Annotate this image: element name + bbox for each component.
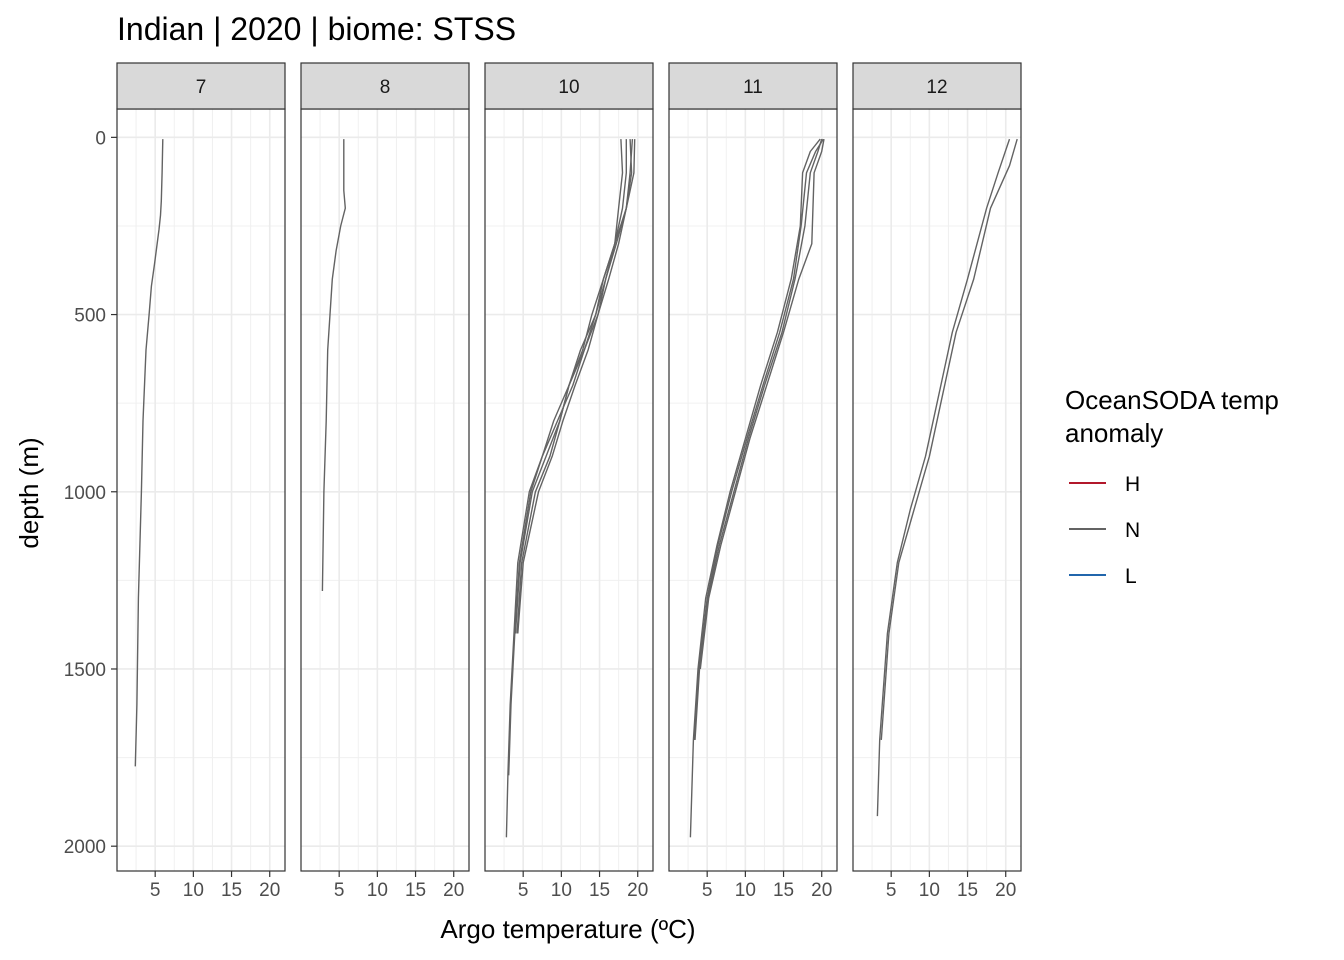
x-tick-label: 20	[627, 880, 648, 901]
panel-background	[669, 109, 837, 871]
x-tick-label: 10	[735, 880, 756, 901]
x-tick-label: 5	[334, 880, 345, 901]
x-tick-label: 5	[150, 880, 161, 901]
facet-panel-8: 8 5 10 15 20	[300, 62, 470, 901]
facet-panel-10: 10 5 10 15 20	[484, 62, 654, 901]
x-tick-label: 10	[551, 880, 572, 901]
profile-line	[876, 138, 1011, 817]
panel-background	[117, 109, 285, 871]
panel-background	[853, 109, 1021, 871]
facet-strip-label: 12	[926, 77, 947, 98]
profile-line	[321, 139, 346, 592]
x-tick-label: 20	[811, 880, 832, 901]
facet-strip-label: 7	[196, 77, 207, 98]
x-tick-label: 15	[773, 880, 794, 901]
facet-strip	[668, 62, 838, 110]
x-tick-label: 20	[995, 880, 1016, 901]
profile-line	[694, 138, 823, 740]
facet-panel-7: 7 5 10 15 20	[116, 62, 286, 901]
x-tick-label: 10	[367, 880, 388, 901]
facet-strip-label: 10	[558, 77, 579, 98]
facet-strip-label: 8	[380, 77, 391, 98]
facet-panel-11: 11 5 10 15 20	[668, 62, 838, 901]
facet-strip-label: 11	[743, 77, 763, 98]
x-axis-title: Argo temperature (ºC)	[440, 914, 695, 944]
profile-line	[880, 138, 1018, 740]
facet-strip	[852, 62, 1022, 110]
facet-strip	[300, 62, 470, 110]
panel-background	[301, 109, 469, 871]
profile-line	[689, 138, 821, 838]
x-tick-label: 20	[259, 880, 280, 901]
y-tick-label: 0	[95, 128, 106, 149]
y-tick-label: 2000	[64, 837, 106, 858]
x-tick-label: 5	[702, 880, 713, 901]
chart-title: Indian | 2020 | biome: STSS	[117, 11, 516, 47]
profile-line	[517, 139, 633, 634]
profile-line	[699, 138, 825, 670]
legend-label-N: N	[1125, 519, 1140, 542]
y-axis-title: depth (m)	[14, 437, 44, 548]
x-tick-label: 5	[518, 880, 529, 901]
y-axis: 0 500 1000 1500 2000	[64, 128, 117, 858]
x-tick-label: 20	[443, 880, 464, 901]
legend-title: anomaly	[1065, 418, 1163, 448]
profile-line	[134, 139, 164, 767]
x-tick-label: 10	[183, 880, 204, 901]
x-tick-label: 10	[919, 880, 940, 901]
legend-label-L: L	[1125, 565, 1137, 588]
y-tick-label: 1500	[64, 660, 106, 681]
x-tick-label: 15	[589, 880, 610, 901]
panel-background	[485, 109, 653, 871]
y-tick-label: 1000	[64, 483, 106, 504]
facet-panel-12: 12 5 10 15 20	[852, 62, 1022, 901]
facet-strip	[116, 62, 286, 110]
legend-title: OceanSODA temp	[1065, 385, 1279, 415]
x-tick-label: 15	[957, 880, 978, 901]
profile-line	[505, 139, 624, 838]
legend-label-H: H	[1125, 473, 1140, 496]
facet-strip	[484, 62, 654, 110]
y-tick-label: 500	[74, 306, 106, 327]
x-tick-label: 5	[886, 880, 897, 901]
x-tick-label: 15	[405, 880, 426, 901]
x-tick-label: 15	[221, 880, 242, 901]
